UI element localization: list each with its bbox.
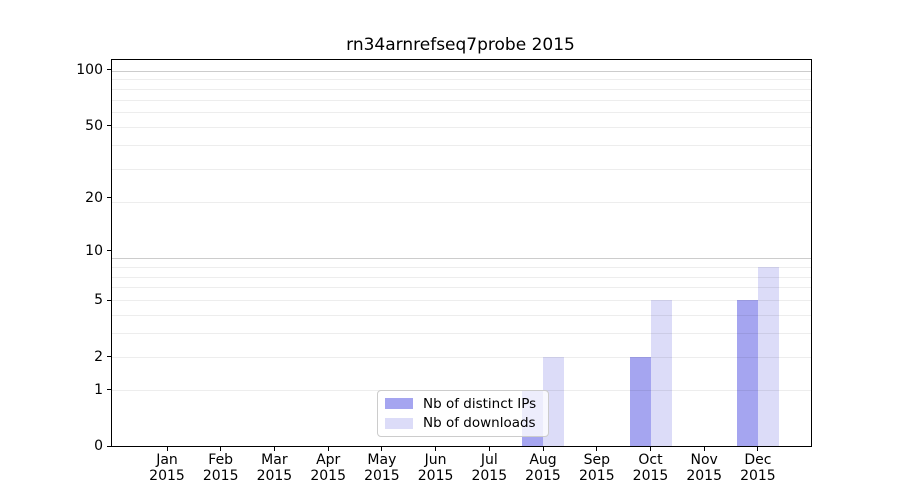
gridline-minor	[112, 356, 811, 358]
legend-swatch-distinct-ips-icon	[385, 398, 413, 410]
y-tick	[107, 125, 111, 127]
gridline-minor	[112, 168, 811, 170]
x-tick-label-10: Nov 2015	[686, 452, 722, 484]
y-tick	[107, 250, 111, 252]
legend-swatch-downloads-icon	[385, 417, 413, 429]
gridline-major	[112, 258, 811, 260]
bar-distinct-ips-9	[629, 356, 651, 446]
gridline-minor	[112, 201, 811, 203]
y-tick-label-5: 5	[94, 292, 103, 308]
x-tick-label-4: May 2015	[364, 452, 400, 484]
x-tick	[757, 447, 759, 451]
gridline-minor	[112, 127, 811, 129]
x-tick	[650, 447, 651, 451]
legend-item-distinct-ips: Nb of distinct IPs	[378, 394, 548, 413]
plot-area	[111, 59, 812, 447]
legend-label-distinct-ips: Nb of distinct IPs	[423, 395, 537, 412]
gridline-minor	[112, 79, 811, 81]
x-tick	[435, 447, 437, 451]
x-tick	[166, 447, 168, 451]
x-tick-label-7: Aug 2015	[525, 452, 561, 484]
y-tick	[107, 299, 111, 301]
x-tick-label-6: Jul 2015	[471, 452, 508, 484]
legend-item-downloads: Nb of downloads	[378, 414, 548, 433]
gridline-minor	[112, 300, 811, 301]
chart-title: rn34arnrefseq7probe 2015	[346, 35, 575, 55]
x-tick	[273, 447, 275, 451]
gridline-minor	[112, 88, 811, 90]
x-tick	[703, 447, 705, 451]
y-tick	[107, 445, 111, 447]
x-tick	[488, 447, 490, 451]
y-tick-label-2: 2	[94, 348, 103, 365]
x-tick-label-11: Dec 2015	[740, 452, 776, 484]
x-tick-label-2: Mar 2015	[256, 452, 293, 484]
x-tick	[596, 447, 598, 451]
x-tick-label-8: Sep 2015	[578, 452, 615, 484]
y-tick-label-20: 20	[85, 189, 103, 206]
bar-downloads-11	[757, 266, 779, 446]
legend-label-downloads: Nb of downloads	[423, 415, 536, 432]
x-tick	[220, 447, 222, 451]
gridline-minor	[112, 314, 811, 316]
gridline-minor	[112, 99, 811, 101]
bar-distinct-ips-11	[736, 300, 758, 446]
x-tick-label-3: Apr 2015	[310, 452, 346, 484]
gridline-minor	[112, 145, 811, 147]
x-tick	[542, 447, 544, 451]
bar-downloads-9	[650, 300, 672, 446]
x-tick-label-1: Feb 2015	[202, 452, 239, 484]
y-tick	[107, 197, 111, 199]
gridline-minor	[112, 333, 811, 334]
gridline-minor	[112, 287, 811, 289]
y-tick-label-50: 50	[85, 117, 103, 134]
gridline-major	[112, 70, 811, 72]
y-tick-label-100: 100	[76, 61, 103, 78]
y-tick	[107, 69, 111, 71]
y-tick	[107, 356, 111, 357]
gridline-minor	[112, 112, 811, 114]
x-tick-label-0: Jan 2015	[149, 452, 185, 484]
y-tick-label-0: 0	[94, 438, 103, 454]
x-tick-label-5: Jun 2015	[417, 452, 454, 484]
gridline-minor	[112, 266, 811, 268]
gridline-minor	[112, 276, 811, 278]
y-tick-label-1: 1	[94, 381, 103, 398]
x-tick-label-9: Oct 2015	[632, 452, 669, 484]
legend: Nb of distinct IPs Nb of downloads	[377, 390, 549, 437]
x-tick	[327, 447, 329, 451]
y-tick	[107, 389, 111, 390]
y-tick-label-10: 10	[85, 242, 103, 259]
x-tick	[381, 447, 383, 451]
